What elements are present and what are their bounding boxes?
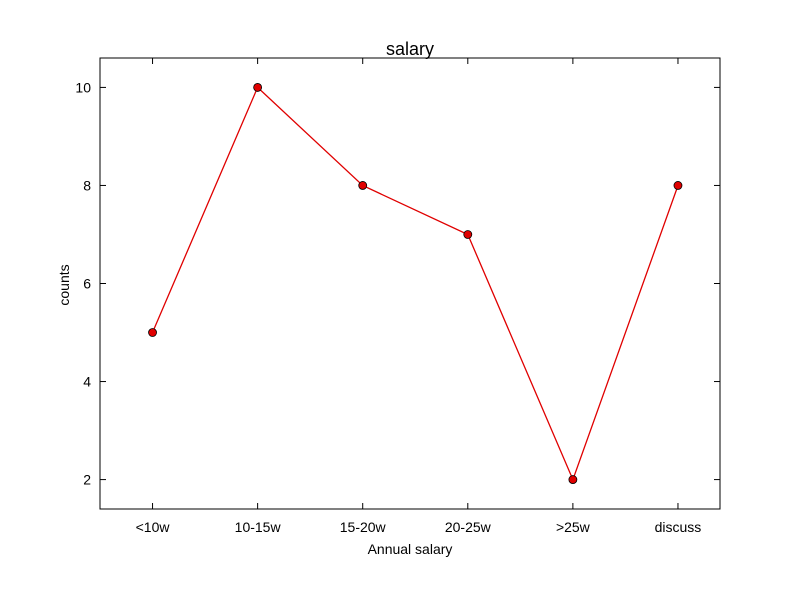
y-tick-label: 2 [83,472,91,488]
data-point [673,181,683,190]
y-tick-label: 10 [75,79,91,95]
y-axis-label: counts [56,264,72,305]
x-tick-label: >25w [556,519,591,535]
y-tick-label: 6 [83,276,91,292]
data-point [568,475,578,484]
chart-title: salary [386,39,434,59]
x-tick-label: 10-15w [235,519,282,535]
data-point [463,230,473,239]
data-point [358,181,368,190]
y-tick-label: 4 [83,374,91,390]
x-axis-label: Annual salary [368,541,453,557]
axes-layer: <10w 10-15w 15-20w 20-25w >25w discuss 2 4 6 8 10 [75,57,721,535]
series-line [151,86,679,482]
data-point [253,83,263,92]
y-tick-label: 8 [83,177,91,193]
x-tick-label: 15-20w [340,519,387,535]
x-tick-label: <10w [136,519,171,535]
series-layer [148,83,683,484]
x-tick-label: discuss [655,519,702,535]
x-tick-label: 20-25w [445,519,492,535]
data-point [148,328,157,337]
